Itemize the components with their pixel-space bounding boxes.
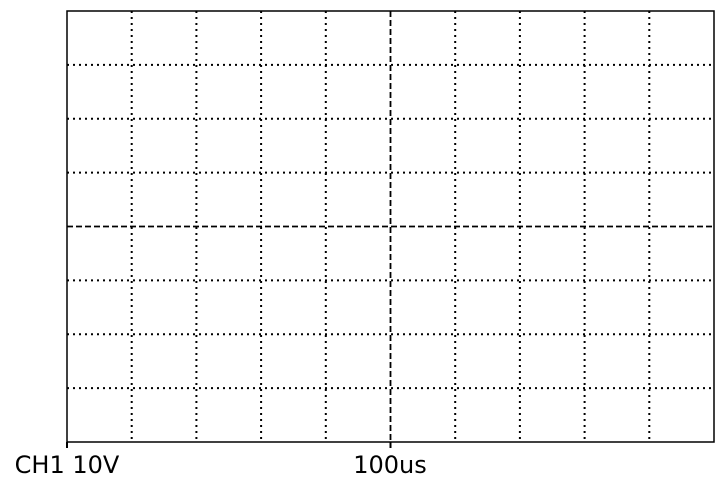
x-axis-ticks (66, 442, 392, 448)
timebase-label: 100us (353, 451, 427, 479)
graticule-grid (67, 11, 714, 442)
channel-scale-label: CH1 10V (15, 451, 120, 479)
